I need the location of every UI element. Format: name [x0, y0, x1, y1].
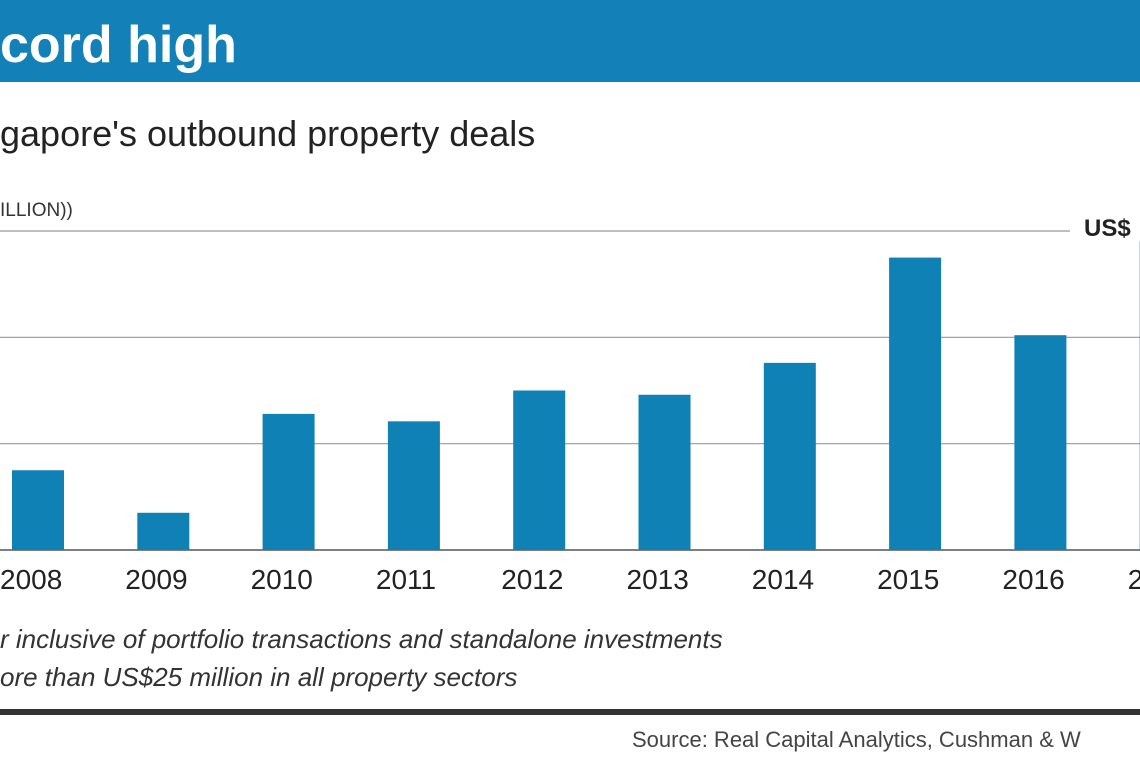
axis-label: ILLION)) [0, 200, 73, 221]
x-tick-label: 2009 [125, 564, 187, 595]
x-tick-label: 2008 [0, 564, 62, 595]
x-tick-label: 2012 [501, 564, 563, 595]
note: r inclusive of portfolio transactions an… [0, 624, 723, 654]
bar [513, 390, 566, 550]
x-tick-label: 2011 [376, 564, 436, 595]
bar [137, 512, 190, 550]
rule [0, 709, 1140, 715]
title-band [0, 0, 1140, 82]
x-tick-label: 2015 [877, 564, 939, 595]
bar [12, 470, 64, 550]
x-tick-label: 2013 [627, 564, 689, 595]
bar [763, 362, 816, 550]
chart-title: cord high [0, 16, 237, 74]
annotation: US$ [1084, 215, 1131, 242]
bar [262, 413, 315, 550]
bar [638, 394, 691, 550]
bar [1014, 335, 1067, 550]
x-tick-label: 2 [1128, 564, 1140, 595]
bar [889, 257, 942, 550]
bar [387, 421, 440, 550]
note: ore than US$25 million in all property s… [0, 662, 517, 692]
chart-subtitle: gapore's outbound property deals [0, 113, 535, 154]
x-tick-label: 2014 [752, 564, 814, 595]
x-tick-label: 2016 [1002, 564, 1064, 595]
source: Source: Real Capital Analytics, Cushman … [632, 727, 1081, 752]
x-tick-label: 2010 [251, 564, 313, 595]
